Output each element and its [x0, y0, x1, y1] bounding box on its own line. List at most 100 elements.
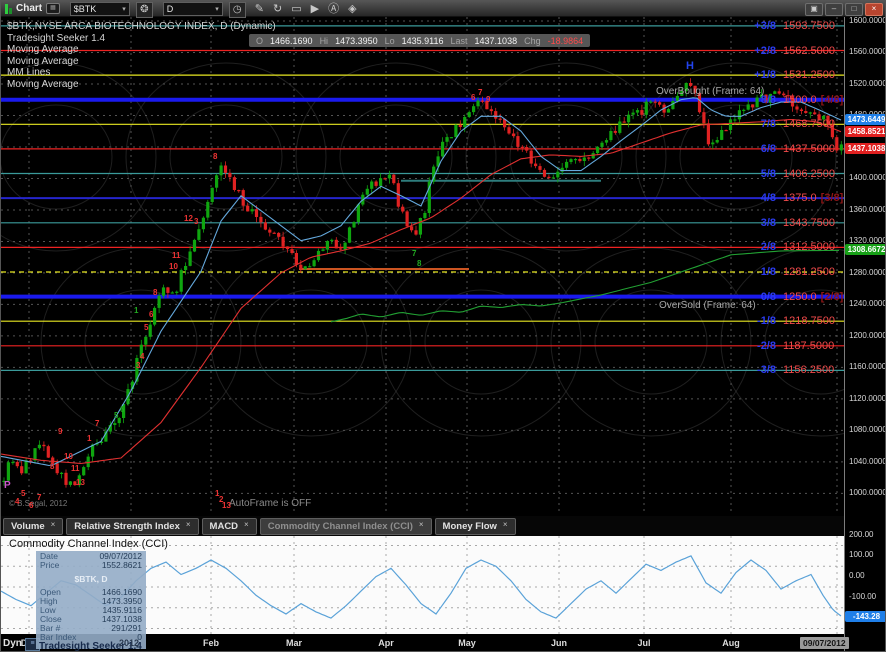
minimize-button[interactable]: – — [825, 3, 843, 16]
tab-money-flow[interactable]: Money Flow × — [434, 518, 516, 535]
symbol-value: $BTK — [73, 3, 97, 14]
cci-panel-title: Commodity Channel Index (CCI) — [9, 538, 168, 550]
price-axis-label: 1360.0000 — [849, 205, 886, 214]
price-axis[interactable]: 1600.00001560.00001520.00001480.00001440… — [844, 16, 886, 651]
period-value: D — [166, 3, 174, 14]
tab-relative-strength-index[interactable]: Relative Strength Index × — [66, 518, 199, 535]
cci-watermark: Tradesight Seeker 1.4 — [39, 641, 142, 652]
chevron-down-icon: ▾ — [215, 5, 219, 13]
maximize-button[interactable]: □ — [845, 3, 863, 16]
price-axis-label: 1600.0000 — [849, 16, 886, 25]
window-title: Chart — [16, 3, 43, 14]
tooltip-row: Date 09/07/2012 — [40, 551, 142, 561]
price-tag: 1308.6672 — [845, 244, 885, 255]
period-combo[interactable]: D ▾ — [162, 1, 223, 16]
x-axis-year-label: 2012 — [119, 638, 140, 648]
copyright-text: © B.Segal, 2012 — [9, 499, 68, 508]
cci-axis-label: -100.00 — [849, 592, 877, 601]
tab-close-icon[interactable]: × — [244, 520, 249, 529]
low-label: Lo — [384, 35, 395, 46]
price-tag: 1473.6449 — [845, 114, 885, 125]
price-chart-canvas[interactable] — [1, 17, 844, 515]
cci-axis-label: 200.00 — [849, 530, 874, 539]
oversold-label: OverSold (Frame: 64) — [659, 300, 756, 311]
chg-label: Chg — [524, 35, 541, 46]
x-axis-month-label: Aug — [722, 638, 740, 648]
tab-close-icon[interactable]: × — [502, 520, 508, 529]
x-axis-month-label: May — [458, 638, 476, 648]
price-axis-label: 1400.0000 — [849, 173, 886, 182]
restore-button[interactable]: ▣ — [805, 3, 823, 16]
close-button[interactable]: × — [865, 3, 883, 16]
refresh-icon[interactable]: ↻ — [273, 3, 283, 16]
tooltip-row: Bar Index 0 — [40, 632, 142, 642]
tab-label: Money Flow — [442, 521, 497, 532]
symbol-settings-icon[interactable]: ❂ — [135, 1, 153, 18]
legend-ma3: Moving Average — [7, 78, 79, 90]
high-value: 1473.3950 — [335, 35, 378, 46]
price-axis-label: 1520.0000 — [849, 79, 886, 88]
chevron-down-icon: ▾ — [122, 5, 126, 13]
tab-commodity-channel-index-cci[interactable]: Commodity Channel Index (CCI) × — [259, 518, 432, 535]
tooltip-row: Low 1435.9116 — [40, 605, 142, 615]
window-controls: ▣ – □ × — [805, 3, 883, 16]
legend-app-line: Tradesight Seeker 1.4 — [7, 32, 106, 44]
last-label: Last — [450, 35, 468, 46]
price-axis-label: 1040.0000 — [849, 457, 886, 466]
tab-macd[interactable]: MACD × — [201, 518, 257, 535]
price-axis-label: 1200.0000 — [849, 331, 886, 340]
cci-value-tag: -143.28 — [845, 611, 885, 622]
open-label: O — [256, 35, 264, 46]
legend-symbol-line: $BTK,NYSE ARCA BIOTECHNOLOGY INDEX, D (D… — [7, 21, 276, 32]
high-label: Hi — [319, 35, 329, 46]
tab-label: Volume — [11, 521, 45, 532]
x-axis-month-label: Feb — [202, 638, 219, 648]
tooltip-symbol: $BTK, D — [74, 573, 108, 584]
tab-close-icon[interactable]: × — [185, 520, 191, 529]
tooltip-row: Close 1437.1038 — [40, 614, 142, 624]
legend-ma1: Moving Average — [7, 44, 79, 55]
chart-legend: $BTK,NYSE ARCA BIOTECHNOLOGY INDEX, D (D… — [7, 21, 276, 90]
price-axis-label: 1560.0000 — [849, 47, 886, 56]
tab-label: Commodity Channel Index (CCI) — [267, 521, 413, 532]
cci-axis-label: 0.00 — [849, 571, 865, 580]
eraser-icon[interactable]: ◈ — [348, 3, 357, 16]
current-date-tag: 09/07/2012 — [800, 637, 849, 649]
tooltip-row: High 1473.3950 — [40, 596, 142, 606]
ohlc-status-bar: O 1466.1690 Hi 1473.3950 Lo 1435.9116 La… — [249, 34, 591, 47]
auto-icon[interactable]: Ⓐ — [328, 3, 340, 16]
price-tag: 1458.8521 — [845, 126, 885, 137]
price-axis-label: 1120.0000 — [849, 394, 886, 403]
note-box-icon[interactable]: ▭ — [291, 3, 302, 16]
tab-close-icon[interactable]: × — [50, 520, 56, 529]
x-axis-month-label: Jul — [637, 638, 651, 648]
tooltip-row: Bar #291/291 — [40, 623, 142, 633]
interval-clock-icon[interactable]: ◷ — [228, 1, 246, 18]
tab-label: Relative Strength Index — [74, 521, 180, 532]
title-bar: Chart ▦ $BTK ▾ ❂ D ▾ ◷ ✎ ↻ ▭ ▶ Ⓐ ◈ ▣ – □ × — [1, 1, 885, 18]
tab-label: MACD — [209, 521, 239, 532]
price-axis-label: 1080.0000 — [849, 425, 886, 434]
price-axis-label: 1240.0000 — [849, 299, 886, 308]
overbought-label: OverBought (Frame: 64) — [656, 86, 765, 97]
price-axis-label: 1320.0000 — [849, 236, 886, 245]
tooltip-row: Price 1552.8621 — [40, 560, 142, 570]
symbol-combo[interactable]: $BTK ▾ — [69, 1, 130, 16]
open-value: 1466.1690 — [270, 35, 313, 46]
low-value: 1435.9116 — [401, 35, 444, 46]
data-tooltip: Date 09/07/2012 Price 1552.8621 $BTK, D Open 1… — [36, 551, 146, 649]
x-axis-month-label: Mar — [285, 638, 302, 648]
play-icon[interactable]: ▶ — [310, 3, 320, 16]
chart-icon — [5, 3, 12, 14]
status-bar-label: Dyn — [3, 638, 22, 649]
price-tag: 1437.1038 — [845, 143, 885, 154]
price-axis-label: 1000.0000 — [849, 488, 886, 497]
chart-title-badge: ▦ — [46, 3, 60, 14]
tab-close-icon[interactable]: × — [418, 520, 424, 529]
cci-axis-label: 100.00 — [849, 550, 874, 559]
x-axis-month-label: Jun — [550, 638, 567, 648]
tab-volume[interactable]: Volume × — [3, 518, 64, 535]
legend-mm-lines: MM Lines — [7, 67, 51, 78]
draw-pencil-icon[interactable]: ✎ — [254, 3, 265, 16]
